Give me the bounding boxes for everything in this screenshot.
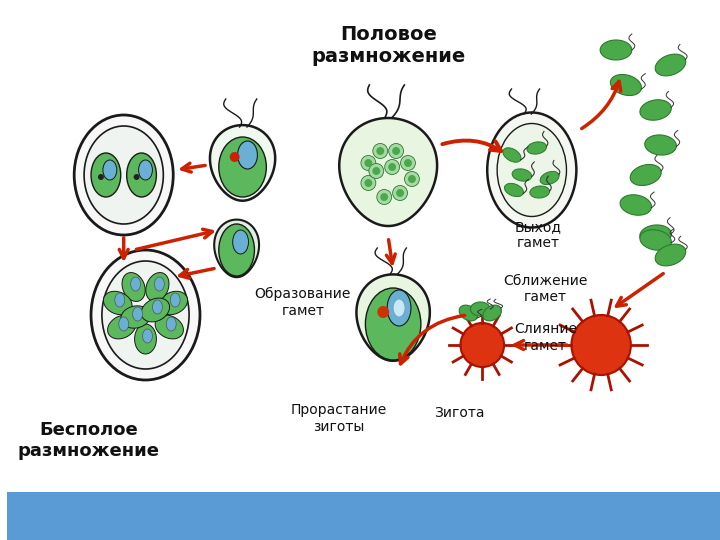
Polygon shape — [339, 118, 437, 226]
Ellipse shape — [611, 75, 642, 96]
Ellipse shape — [155, 315, 184, 339]
Ellipse shape — [238, 141, 258, 169]
Ellipse shape — [527, 142, 546, 154]
Ellipse shape — [141, 298, 170, 322]
Polygon shape — [356, 274, 430, 361]
Ellipse shape — [361, 176, 376, 191]
Circle shape — [408, 175, 416, 183]
Text: Сближение
гамет: Сближение гамет — [503, 274, 588, 304]
Circle shape — [572, 315, 631, 375]
Ellipse shape — [107, 315, 136, 339]
Ellipse shape — [640, 225, 672, 245]
Ellipse shape — [127, 153, 156, 197]
Circle shape — [372, 167, 380, 175]
Ellipse shape — [470, 302, 490, 316]
Ellipse shape — [104, 291, 132, 315]
Circle shape — [364, 159, 372, 167]
Circle shape — [134, 174, 140, 180]
Ellipse shape — [392, 186, 408, 200]
Ellipse shape — [143, 329, 153, 343]
Ellipse shape — [497, 124, 567, 217]
Ellipse shape — [166, 317, 176, 331]
Ellipse shape — [393, 299, 405, 317]
Ellipse shape — [505, 184, 523, 197]
Ellipse shape — [145, 273, 169, 301]
Ellipse shape — [640, 100, 671, 120]
Ellipse shape — [84, 126, 163, 224]
Ellipse shape — [600, 40, 632, 60]
Ellipse shape — [154, 277, 164, 291]
Ellipse shape — [74, 115, 174, 235]
Ellipse shape — [233, 230, 248, 254]
Ellipse shape — [159, 291, 187, 315]
Polygon shape — [215, 220, 259, 277]
Text: Бесполое
размножение: Бесполое размножение — [18, 421, 160, 460]
Circle shape — [404, 159, 412, 167]
Ellipse shape — [91, 250, 200, 380]
Ellipse shape — [91, 153, 121, 197]
Ellipse shape — [630, 165, 661, 186]
Ellipse shape — [503, 148, 521, 162]
Ellipse shape — [655, 244, 685, 266]
Text: Выход
гамет: Выход гамет — [515, 220, 562, 250]
Ellipse shape — [103, 160, 117, 180]
Circle shape — [98, 174, 104, 180]
Ellipse shape — [384, 159, 400, 174]
Ellipse shape — [459, 305, 477, 321]
Ellipse shape — [487, 112, 577, 227]
Ellipse shape — [130, 277, 140, 291]
Text: Зигота: Зигота — [434, 406, 485, 420]
Ellipse shape — [122, 273, 145, 301]
Ellipse shape — [114, 293, 125, 307]
Text: Половое
размножение: Половое размножение — [311, 25, 466, 66]
Ellipse shape — [640, 230, 671, 250]
Ellipse shape — [483, 305, 501, 321]
Ellipse shape — [219, 224, 254, 276]
Circle shape — [380, 193, 388, 201]
Ellipse shape — [102, 261, 189, 369]
Ellipse shape — [361, 156, 376, 171]
Text: Образование
гамет: Образование гамет — [255, 287, 351, 318]
Ellipse shape — [620, 195, 652, 215]
Ellipse shape — [400, 156, 415, 171]
Circle shape — [392, 147, 400, 155]
Circle shape — [230, 152, 240, 162]
Circle shape — [364, 179, 372, 187]
Ellipse shape — [369, 164, 384, 179]
Polygon shape — [210, 125, 275, 201]
Ellipse shape — [405, 172, 419, 186]
Ellipse shape — [170, 293, 180, 307]
Ellipse shape — [153, 300, 162, 314]
Bar — [6, 492, 720, 540]
Ellipse shape — [530, 186, 549, 198]
Text: Прорастание
зиготы: Прорастание зиготы — [290, 403, 387, 434]
Ellipse shape — [389, 144, 403, 159]
Circle shape — [396, 189, 404, 197]
Circle shape — [377, 147, 384, 155]
Ellipse shape — [138, 160, 153, 180]
Ellipse shape — [119, 317, 129, 331]
Ellipse shape — [540, 171, 559, 185]
Ellipse shape — [644, 135, 676, 155]
Ellipse shape — [135, 324, 156, 354]
Ellipse shape — [655, 54, 685, 76]
Ellipse shape — [373, 144, 387, 159]
Text: Слияние
гамет: Слияние гамет — [514, 322, 577, 353]
Circle shape — [377, 306, 390, 318]
Circle shape — [461, 323, 504, 367]
Ellipse shape — [387, 290, 411, 326]
Ellipse shape — [132, 307, 143, 321]
Ellipse shape — [377, 190, 392, 205]
Ellipse shape — [365, 288, 421, 360]
Ellipse shape — [219, 137, 266, 197]
Ellipse shape — [512, 169, 531, 181]
Ellipse shape — [121, 306, 150, 328]
Circle shape — [388, 163, 396, 171]
